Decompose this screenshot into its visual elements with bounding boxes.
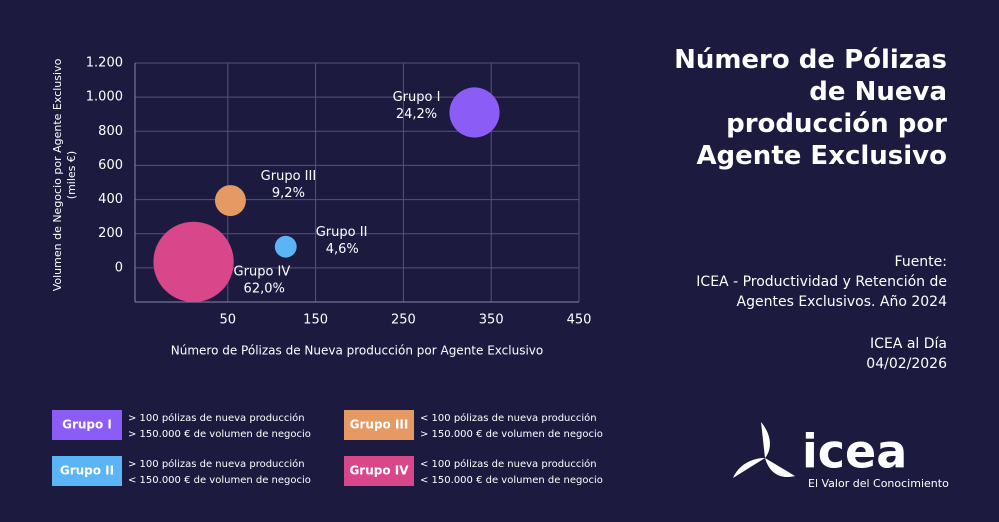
chart-title: Número de Pólizas de Nueva producción po… xyxy=(674,45,947,171)
logo-blade xyxy=(761,422,770,458)
legend-swatch xyxy=(344,410,414,440)
logo-icon xyxy=(733,422,795,478)
legend-label: Grupo II xyxy=(60,464,114,478)
legend-text: > 100 pólizas de nueva producción xyxy=(128,412,305,424)
legend-label: Grupo III xyxy=(350,418,409,432)
x-tick-label: 150 xyxy=(303,313,328,328)
bubble xyxy=(449,87,500,138)
x-tick-label: 350 xyxy=(479,313,504,328)
bubble xyxy=(274,235,297,258)
legend-text: < 100 pólizas de nueva producción xyxy=(420,458,597,470)
tagline: El Valor del Conocimiento xyxy=(808,477,949,490)
y-tick-label: 800 xyxy=(98,124,123,139)
bubble-name: Grupo I xyxy=(393,90,441,105)
footer: ICEA al Día 04/02/2026 xyxy=(866,334,947,374)
bubble-name: Grupo II xyxy=(316,225,368,240)
bubble-label: 4,6% xyxy=(326,242,359,257)
y-tick-label: 400 xyxy=(98,192,123,207)
bubble-label: 9,2% xyxy=(272,186,305,201)
legend-swatch xyxy=(344,456,414,486)
legend-text: > 150.000 € de volumen de negocio xyxy=(420,429,603,440)
bubble-label: 24,2% xyxy=(396,107,437,122)
footer-text: ICEA al Día xyxy=(870,336,947,352)
legend-text: > 100 pólizas de nueva producción xyxy=(128,458,305,470)
bubble xyxy=(153,221,234,303)
legend-swatch xyxy=(52,456,122,486)
legend-label: Grupo IV xyxy=(349,464,409,478)
bubble-name: Grupo IV xyxy=(234,264,291,279)
logo-blade xyxy=(733,458,765,478)
legend-text: < 150.000 € de volumen de negocio xyxy=(128,475,311,486)
x-tick-label: 250 xyxy=(391,313,416,328)
bubble-label: 62,0% xyxy=(244,281,285,296)
legend-text: < 100 pólizas de nueva producción xyxy=(420,412,597,424)
source-text: ICEA - Productividad y Retención de Agen… xyxy=(696,274,947,310)
legend-text: > 150.000 € de volumen de negocio xyxy=(128,429,311,440)
y-tick-label: 1.200 xyxy=(86,56,123,71)
bubble-name: Grupo III xyxy=(261,169,317,184)
y-tick-label: 200 xyxy=(98,226,123,241)
bubble xyxy=(214,185,246,217)
logo-text: icea xyxy=(802,425,907,479)
x-axis-title: Número de Pólizas de Nueva producción po… xyxy=(171,344,544,358)
legend-label: Grupo I xyxy=(62,418,112,432)
logo-blade xyxy=(765,458,795,478)
y-tick-label: 600 xyxy=(98,158,123,173)
y-tick-label: 0 xyxy=(115,260,123,275)
y-axis-title: (miles €) xyxy=(65,151,78,199)
y-axis-title: Volumen de Negocio por Agente Exclusivo xyxy=(51,58,64,291)
legend-swatch xyxy=(52,410,122,440)
source: Fuente: ICEA - Productividad y Retención… xyxy=(657,252,947,312)
y-tick-label: 1.000 xyxy=(86,90,123,105)
x-tick-label: 450 xyxy=(567,313,592,328)
source-label: Fuente: xyxy=(894,254,947,270)
date: 04/02/2026 xyxy=(866,356,947,372)
legend-text: < 150.000 € de volumen de negocio xyxy=(420,475,603,486)
x-tick-label: 50 xyxy=(220,313,237,328)
